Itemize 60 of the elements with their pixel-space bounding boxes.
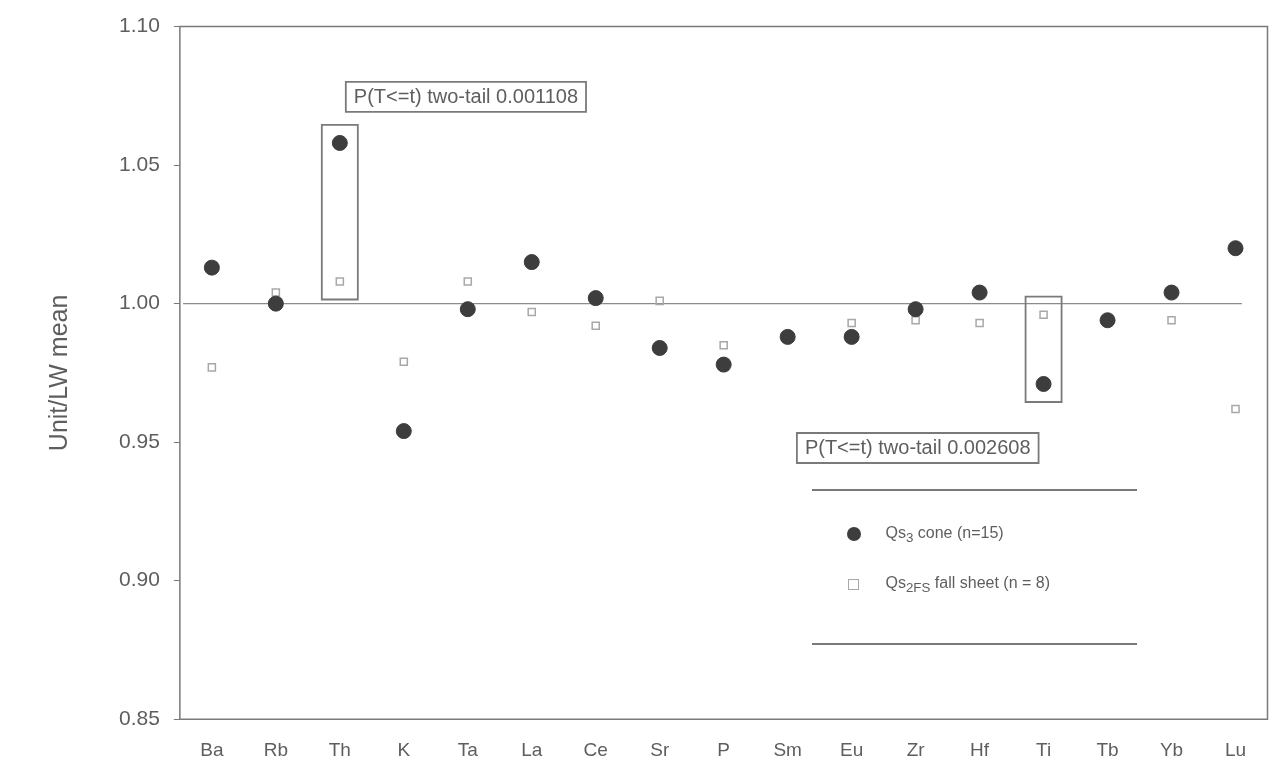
- x-tick-label: Ba: [200, 738, 224, 760]
- point: [847, 318, 856, 328]
- y-tick-label: 1.05: [119, 151, 160, 175]
- point: [1035, 375, 1052, 392]
- point: [331, 134, 348, 151]
- point: [523, 254, 540, 271]
- point: [267, 295, 284, 312]
- y-axis-title: Unit/LW mean: [43, 294, 72, 452]
- point: [1163, 284, 1180, 301]
- point: [843, 328, 860, 345]
- x-tick-label: Tb: [1096, 738, 1119, 760]
- point: [1167, 315, 1176, 325]
- legend-label: Qs$_{2FS}$ fall sheet (n = 8): [885, 573, 1051, 595]
- point: [651, 339, 668, 356]
- point: [587, 290, 604, 307]
- x-tick-label: Sm: [773, 738, 802, 760]
- x-tick-label: Rb: [263, 738, 288, 760]
- annotation: P(T<=t) two-tail 0.002608: [804, 436, 1031, 459]
- x-tick-label: Sr: [650, 738, 670, 760]
- x-tick-label: K: [397, 738, 411, 760]
- point: [335, 277, 345, 286]
- legend-label: Qs$_{3}$ cone (n=15): [885, 523, 1004, 545]
- x-tick-label: La: [521, 738, 543, 760]
- annotation: P(T<=t) two-tail 0.001108: [353, 85, 579, 108]
- x-tick-label: Th: [328, 738, 351, 760]
- point: [1227, 240, 1244, 257]
- point: [911, 315, 920, 325]
- point: [907, 301, 924, 318]
- x-tick-label: Yb: [1159, 738, 1184, 760]
- y-tick-label: 0.85: [119, 706, 160, 729]
- point: [399, 357, 409, 367]
- point: [203, 259, 220, 276]
- point: [459, 301, 476, 318]
- point: [591, 321, 601, 331]
- point: [975, 318, 984, 328]
- point: [971, 284, 988, 301]
- point: [1099, 312, 1116, 329]
- x-tick-label: Lu: [1224, 738, 1247, 760]
- x-tick-label: Hf: [970, 738, 990, 760]
- x-tick-label: Zr: [906, 738, 926, 760]
- point: [715, 356, 732, 373]
- point: [395, 423, 412, 440]
- point: [463, 277, 473, 286]
- x-tick-label: Eu: [840, 738, 864, 760]
- point: [779, 328, 796, 345]
- point: [527, 307, 537, 317]
- point: [1039, 310, 1048, 320]
- point: [271, 288, 281, 297]
- x-tick-label: P: [717, 738, 731, 760]
- point: [655, 296, 664, 306]
- x-tick-label: Ti: [1036, 738, 1052, 760]
- x-tick-label: Ce: [583, 738, 608, 760]
- point: [207, 363, 217, 372]
- x-tick-label: Ta: [457, 738, 479, 760]
- y-tick-label: 1.00: [119, 290, 160, 314]
- point: [719, 340, 728, 350]
- point: [1231, 404, 1240, 414]
- y-tick-label: 1.10: [119, 13, 160, 37]
- y-tick-label: 0.95: [119, 428, 160, 452]
- y-tick-label: 0.90: [119, 567, 160, 591]
